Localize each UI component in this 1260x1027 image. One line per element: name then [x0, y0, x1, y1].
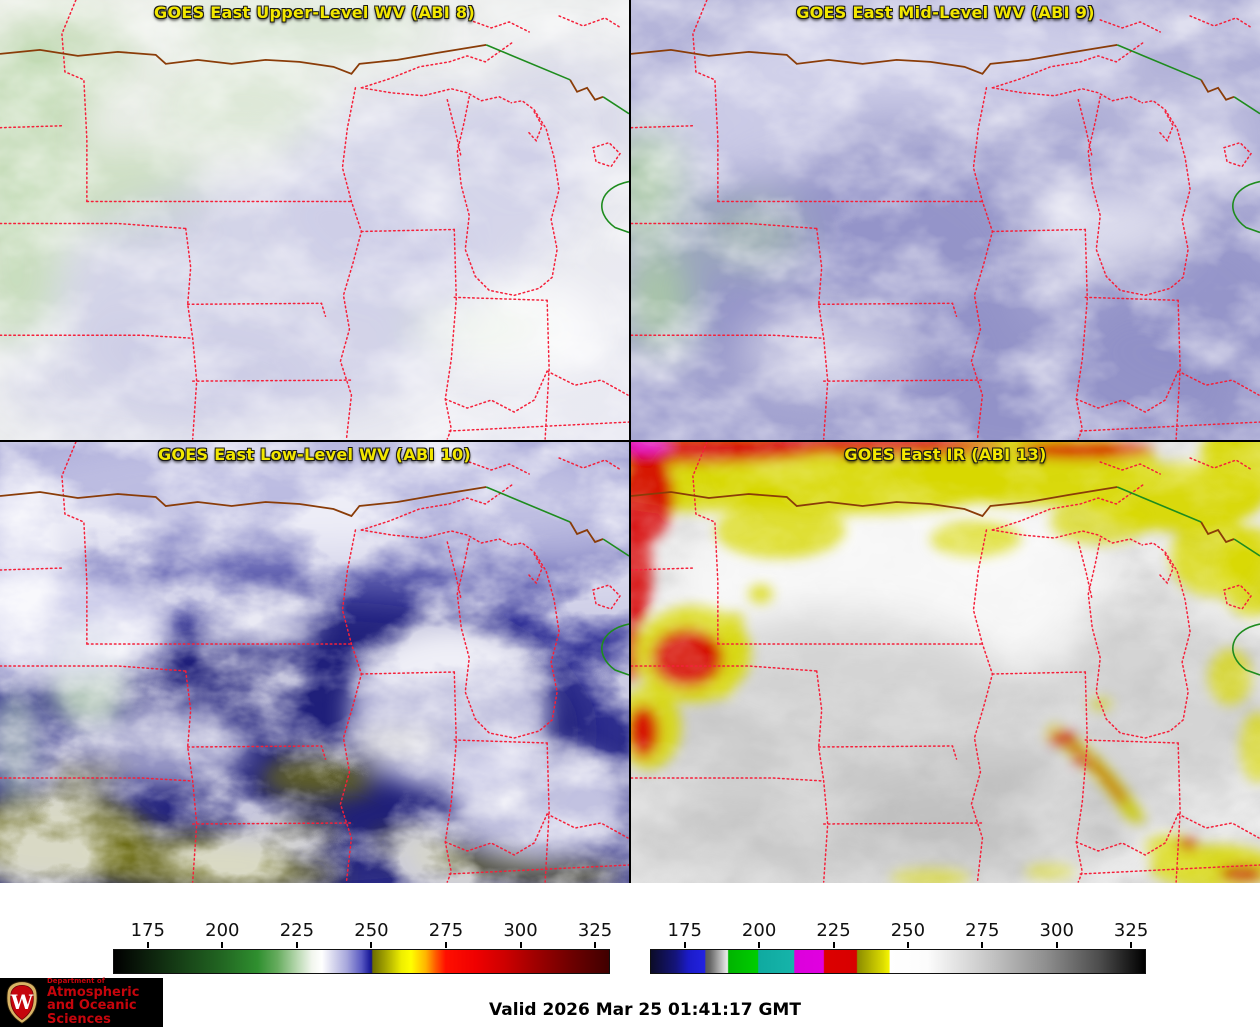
tick-label: 300	[503, 920, 538, 941]
ir-colorbar-labels: 175 200 225 250 275 300 325	[650, 920, 1149, 942]
upper-level-wv-image	[0, 0, 629, 440]
tick-label: 250	[890, 920, 926, 941]
uw-crest-icon: W	[6, 981, 38, 1024]
tick-label: 200	[741, 920, 777, 941]
tick-label: 325	[577, 920, 613, 941]
ir-colorbar-gradient	[650, 949, 1146, 974]
wv-colorbar-ticks	[113, 942, 610, 949]
tick-label: 275	[428, 920, 464, 941]
ir-image	[631, 442, 1260, 883]
logo-name-line1: Atmospheric	[47, 984, 140, 1000]
valid-time-label: Valid 2026 Mar 25 01:41:17 GMT	[489, 1000, 801, 1020]
satellite-quad-panel: GOES East Upper-Level WV (ABI 8) GOES Ea…	[0, 0, 1260, 883]
tick-label: 300	[1039, 920, 1074, 941]
panel-upper-level-wv: GOES East Upper-Level WV (ABI 8)	[0, 0, 629, 440]
svg-text:W: W	[10, 990, 34, 1014]
low-level-wv-image	[0, 442, 629, 883]
tick-label: 325	[1113, 920, 1149, 941]
ir-colorbar-ticks	[650, 942, 1146, 949]
panel-ir: GOES East IR (ABI 13)	[631, 442, 1260, 883]
panel-low-level-wv: GOES East Low-Level WV (ABI 10)	[0, 442, 629, 883]
mid-level-wv-image	[631, 0, 1260, 440]
tick-label: 175	[667, 920, 702, 941]
logo-dept-line: Department of	[47, 977, 105, 986]
tick-label: 275	[965, 920, 1000, 941]
tick-label: 200	[205, 920, 240, 941]
tick-label: 225	[816, 920, 851, 941]
wv-colorbar-gradient	[113, 949, 610, 974]
tick-label: 175	[130, 920, 165, 941]
tick-label: 225	[279, 920, 315, 941]
logo-name-line2: and Oceanic Sciences	[47, 998, 137, 1027]
wv-colorbar-labels: 175 200 225 250 275 300 325	[113, 920, 613, 942]
ir-colorbar: 175 200 225 250 275 300 325	[650, 920, 1149, 978]
wv-colorbar: 175 200 225 250 275 300 325	[113, 920, 613, 978]
tick-label: 250	[354, 920, 389, 941]
uw-aos-logo: W Department of Atmospheric and Oceanic …	[0, 978, 163, 1027]
panel-mid-level-wv: GOES East Mid-Level WV (ABI 9)	[631, 0, 1260, 440]
